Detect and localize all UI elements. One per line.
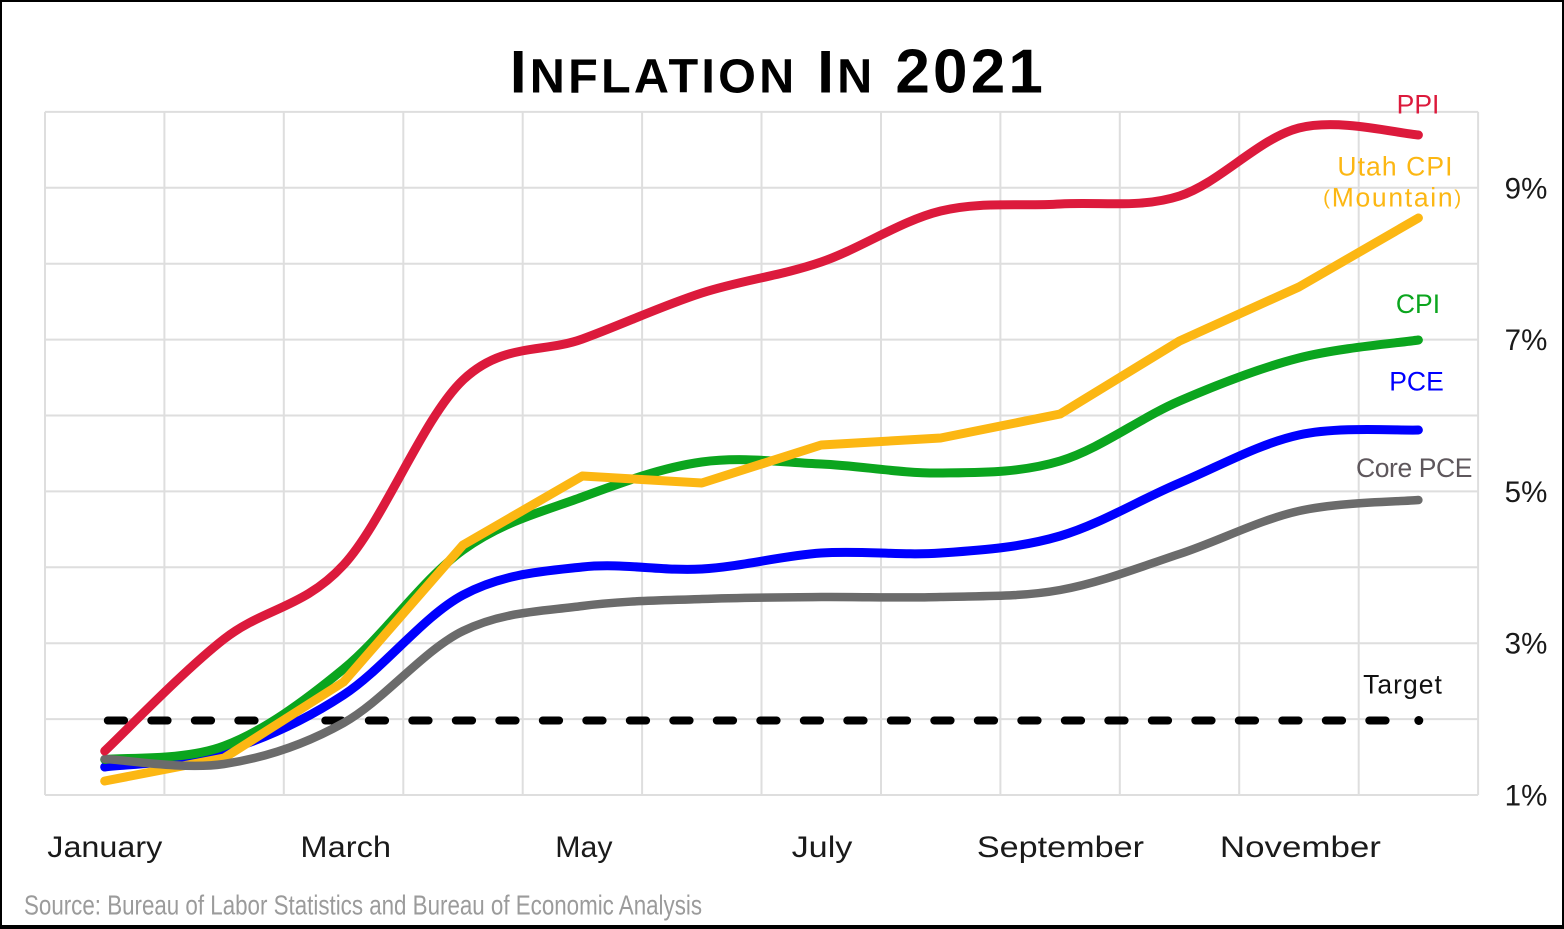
svg-text:Source: Bureau of Labor Statis: Source: Bureau of Labor Statistics and B… bbox=[24, 889, 702, 920]
svg-text:PPI: PPI bbox=[1397, 90, 1440, 120]
svg-text:January: January bbox=[47, 831, 162, 864]
svg-text:CPI: CPI bbox=[1396, 289, 1440, 319]
svg-text:May: May bbox=[555, 831, 612, 864]
svg-text:PCE: PCE bbox=[1389, 367, 1444, 397]
svg-text:Target: Target bbox=[1363, 670, 1443, 700]
svg-text:September: September bbox=[977, 831, 1144, 864]
svg-text:1%: 1% bbox=[1505, 780, 1548, 813]
svg-text:Core PCE: Core PCE bbox=[1356, 453, 1472, 483]
svg-text:9%: 9% bbox=[1505, 172, 1548, 205]
svg-text:November: November bbox=[1220, 831, 1381, 864]
svg-text:Utah CPI: Utah CPI bbox=[1337, 152, 1453, 182]
svg-text:3%: 3% bbox=[1505, 628, 1548, 661]
svg-text:5%: 5% bbox=[1505, 476, 1548, 509]
svg-text:July: July bbox=[792, 831, 853, 864]
svg-text:March: March bbox=[300, 831, 391, 864]
svg-text:INFLATION IN 2021: INFLATION IN 2021 bbox=[510, 37, 1046, 106]
svg-text:7%: 7% bbox=[1505, 324, 1548, 357]
svg-text:(Mountain): (Mountain) bbox=[1323, 183, 1463, 213]
